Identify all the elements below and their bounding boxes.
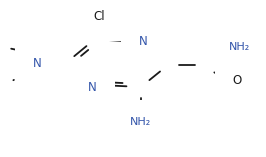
- Text: N: N: [139, 35, 148, 48]
- Text: NH₂: NH₂: [130, 117, 152, 127]
- Text: Cl: Cl: [94, 10, 105, 23]
- Text: N: N: [88, 81, 97, 94]
- Text: O: O: [232, 74, 242, 87]
- Text: NH₂: NH₂: [228, 42, 250, 52]
- Text: N: N: [32, 57, 41, 70]
